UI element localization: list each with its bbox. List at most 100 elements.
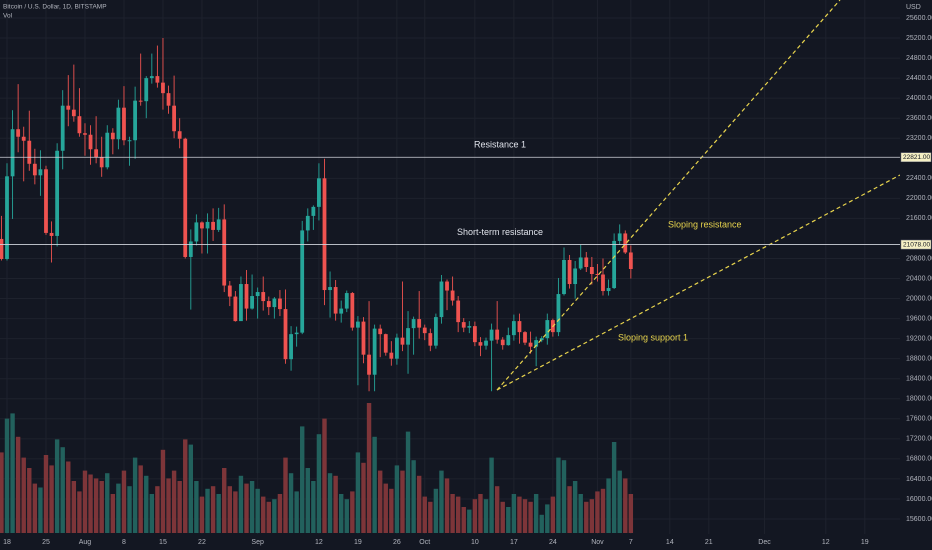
volume-bar bbox=[288, 473, 294, 533]
volume-bar bbox=[233, 491, 238, 533]
overlay-layer: Sloping resistance Sloping support 1 Res… bbox=[0, 0, 901, 391]
x-tick-label: 8 bbox=[122, 539, 126, 546]
y-tick-label: 19200.00 bbox=[906, 335, 932, 342]
volume-bar bbox=[188, 444, 194, 533]
volume-bar bbox=[595, 491, 600, 533]
volume-bar bbox=[494, 486, 500, 533]
candle-body bbox=[0, 238, 4, 259]
candle-body bbox=[612, 240, 617, 289]
candle-body bbox=[278, 298, 282, 310]
x-tick-label: 14 bbox=[666, 539, 674, 546]
candle-body bbox=[272, 298, 277, 308]
candle-body bbox=[149, 76, 154, 79]
candle-body bbox=[478, 342, 483, 346]
volume-bar bbox=[177, 481, 182, 533]
volume-bar bbox=[472, 499, 478, 533]
candle-body bbox=[122, 107, 126, 141]
volume-bar bbox=[561, 460, 567, 533]
candle-body bbox=[289, 334, 293, 360]
x-tick-label: 7 bbox=[629, 539, 633, 546]
candle-body bbox=[44, 169, 48, 233]
y-tick-label: 22400.00 bbox=[906, 175, 932, 182]
candle-body bbox=[216, 219, 221, 230]
candle-body bbox=[266, 301, 271, 308]
candle-body bbox=[55, 150, 60, 236]
volume-bar bbox=[322, 418, 327, 533]
candle-body bbox=[194, 222, 199, 242]
candle-body bbox=[422, 327, 427, 334]
candle-body bbox=[400, 337, 405, 345]
candle-body bbox=[166, 93, 171, 106]
volume-bar bbox=[110, 494, 116, 533]
candle-body bbox=[484, 340, 488, 346]
grid bbox=[0, 0, 900, 534]
volume-bar bbox=[149, 494, 155, 533]
candle-body bbox=[372, 328, 377, 375]
candle-body bbox=[300, 230, 305, 333]
volume-bar bbox=[144, 475, 149, 533]
price-label-box bbox=[900, 152, 932, 162]
candle-body bbox=[311, 206, 316, 216]
candle-body bbox=[5, 176, 9, 259]
line-text: Short-term resistance bbox=[457, 227, 543, 237]
volume-bar bbox=[93, 478, 99, 533]
volume-bar bbox=[606, 478, 611, 533]
candle-body bbox=[99, 157, 104, 168]
candle-body bbox=[205, 221, 210, 229]
candle-body bbox=[66, 105, 71, 110]
candle-body bbox=[411, 319, 416, 329]
volume-bar bbox=[405, 431, 411, 533]
volume-bar bbox=[350, 491, 355, 533]
candle-body bbox=[344, 293, 349, 309]
candle-body bbox=[177, 131, 182, 139]
candle-body bbox=[506, 335, 511, 346]
candle-body bbox=[60, 105, 65, 151]
volume-bar bbox=[366, 403, 372, 533]
volume-bar bbox=[416, 475, 422, 533]
candle-body bbox=[83, 133, 87, 135]
x-tick-label: 12 bbox=[315, 539, 323, 546]
candle-body bbox=[628, 252, 633, 270]
annotation: Sloping support 1 bbox=[618, 332, 688, 342]
volume-bar bbox=[383, 483, 388, 533]
volume-bar bbox=[49, 465, 54, 533]
candle-body bbox=[534, 340, 539, 347]
candle-body bbox=[556, 294, 561, 333]
volume-bar bbox=[277, 494, 283, 533]
candle-body bbox=[523, 332, 527, 343]
volume-bar bbox=[461, 507, 466, 533]
candle-body bbox=[27, 140, 32, 164]
y-tick-label: 25600.00 bbox=[906, 15, 932, 22]
x-tick-label: 19 bbox=[354, 539, 362, 546]
x-tick-label: 19 bbox=[861, 539, 869, 546]
y-tick-label: 16800.00 bbox=[906, 456, 932, 463]
candle-body bbox=[94, 149, 99, 158]
candle-layer bbox=[0, 38, 633, 392]
volume-bar bbox=[389, 488, 394, 533]
volume-bar bbox=[522, 499, 528, 533]
volume-layer bbox=[0, 403, 634, 533]
candle-body bbox=[617, 233, 622, 241]
volume-bar bbox=[623, 478, 628, 533]
y-tick-label: 19600.00 bbox=[906, 315, 932, 322]
volume-bar bbox=[567, 486, 572, 533]
price-label-box bbox=[900, 239, 932, 250]
volume-bar bbox=[400, 470, 405, 533]
volume-bar bbox=[483, 499, 489, 533]
candle-body bbox=[356, 321, 360, 328]
candle-body bbox=[573, 268, 578, 285]
candle-body bbox=[21, 136, 26, 141]
volume-bar bbox=[333, 475, 338, 533]
symbol-title: Bitcoin / U.S. Dollar, 1D, BITSTAMP bbox=[3, 4, 107, 11]
volume-bar bbox=[361, 462, 366, 533]
volume-bar bbox=[60, 447, 65, 533]
candle-body bbox=[467, 326, 472, 328]
candle-body bbox=[161, 82, 165, 94]
candle-body bbox=[383, 334, 388, 353]
volume-bar bbox=[550, 496, 556, 533]
axis-layer: 25600.00 25200.00 24800.00 24400.00 24000.00… bbox=[3, 15, 932, 546]
candle-body bbox=[456, 300, 461, 323]
candle-body bbox=[406, 328, 410, 345]
